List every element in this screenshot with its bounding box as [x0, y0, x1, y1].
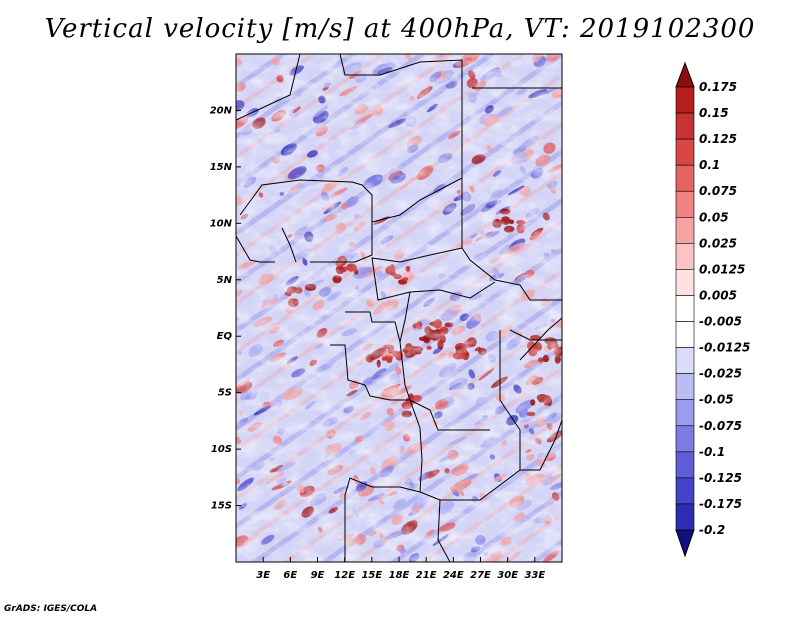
colorbar-label: 0.05 [699, 210, 729, 224]
longitude-labels: 3E 6E 9E 12E 15E 18E 21E 24E 27E 30E 33E [256, 557, 545, 581]
colorbar-segment [675, 425, 695, 453]
lat-label: 10S [211, 444, 232, 455]
colorbar-label: 0.175 [699, 80, 737, 94]
lon-label: 21E [416, 570, 437, 581]
colorbar-label: 0.005 [699, 288, 737, 302]
colorbar-label: -0.1 [699, 445, 725, 459]
colorbar-label: -0.175 [699, 497, 742, 511]
colorbar-label: -0.125 [699, 471, 742, 485]
country-borders [236, 54, 562, 562]
colorbar-label: 0.15 [699, 106, 729, 120]
colorbar-label: -0.05 [699, 393, 734, 407]
colorbar-label: -0.025 [699, 367, 742, 381]
lon-label: 33E [524, 570, 545, 581]
colorbar-label: 0.025 [699, 236, 737, 250]
colorbar-segment [675, 321, 695, 348]
colorbar-label: -0.005 [699, 315, 742, 329]
lon-label: 9E [311, 570, 325, 581]
colorbar-segment [675, 164, 695, 192]
colorbar-label: 0.0125 [699, 262, 745, 276]
colorbar-label: 0.1 [699, 158, 720, 172]
grads-credit: GrADS: IGES/COLA [4, 604, 98, 614]
colorbar-label: -0.2 [699, 523, 725, 537]
colorbar-segment [675, 373, 695, 401]
colorbar-label: 0.075 [699, 184, 737, 198]
lon-label: 30E [497, 570, 518, 581]
lat-label: 20N [210, 105, 233, 116]
lat-label: 15N [210, 162, 233, 173]
colorbar-segment [675, 86, 695, 114]
colorbar-segment [675, 138, 695, 166]
colorbar-segment [675, 216, 695, 244]
lon-label: 15E [361, 570, 382, 581]
lat-label: 15S [211, 501, 232, 512]
lon-label: 3E [256, 570, 270, 581]
plot-title: Vertical velocity [m/s] at 400hPa, VT: 2… [44, 14, 756, 44]
colorbar-segment [675, 399, 695, 427]
colorbar-segment [675, 451, 695, 479]
latitude-labels: 20N 15N 10N 5N EQ 5S 10S 15S [210, 105, 241, 512]
colorbar-bottom-arrow [675, 529, 695, 558]
colorbar-segment [675, 347, 695, 374]
colorbar-segment [675, 477, 695, 505]
colorbar-segment [675, 269, 695, 296]
colorbar-segment [675, 243, 695, 270]
colorbar: 0.175 0.15 0.125 0.1 0.075 0.05 0.025 0.0125 0.0… [675, 61, 750, 558]
colorbar-segment [675, 295, 695, 322]
lon-label: 6E [283, 570, 297, 581]
lon-label: 18E [389, 570, 410, 581]
lat-label: EQ [217, 331, 233, 342]
colorbar-segment [675, 190, 695, 218]
colorbar-segment [675, 112, 695, 140]
colorbar-label: -0.0125 [699, 341, 750, 355]
map-field [236, 54, 562, 562]
lat-label: 5S [218, 388, 232, 399]
colorbar-segment [675, 503, 695, 531]
colorbar-label: 0.125 [699, 132, 737, 146]
lon-label: 27E [470, 570, 491, 581]
colorbar-label: -0.075 [699, 419, 742, 433]
lon-label: 24E [443, 570, 464, 581]
lon-label: 12E [334, 570, 355, 581]
lat-label: 10N [210, 218, 233, 229]
colorbar-top-arrow [675, 61, 695, 88]
lat-label: 5N [217, 275, 233, 286]
